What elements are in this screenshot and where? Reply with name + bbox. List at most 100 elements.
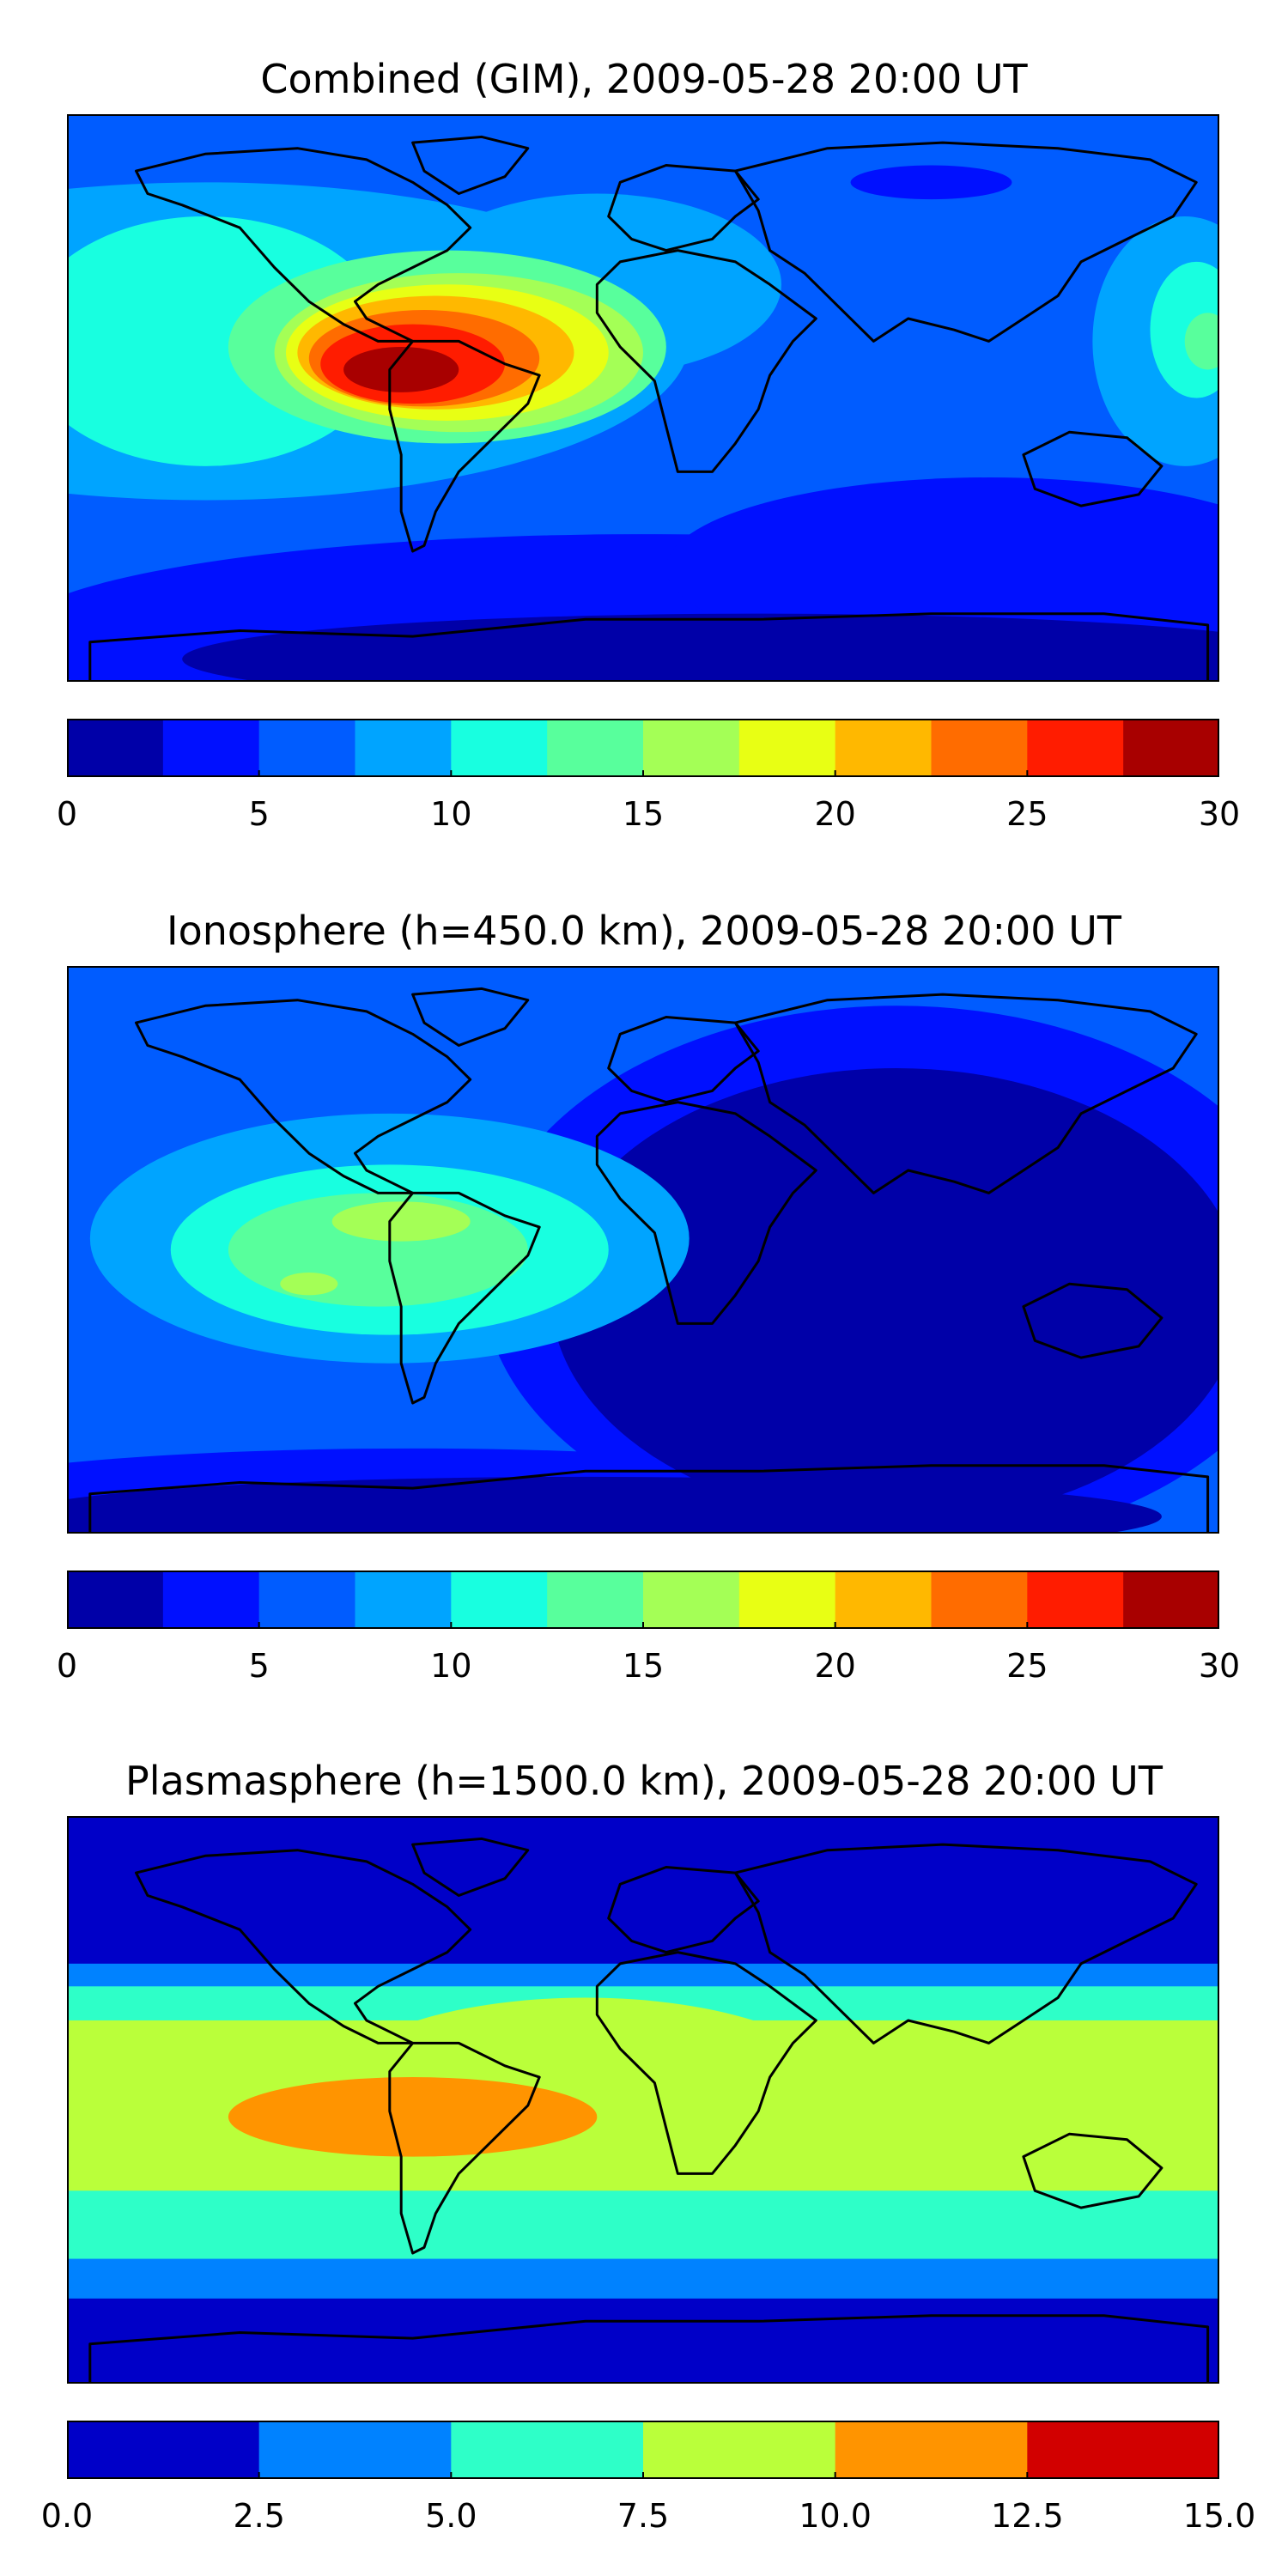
coastline	[1022, 2132, 1163, 2209]
colorbar-segment	[547, 1571, 644, 1629]
coastline	[733, 1843, 1198, 2044]
colorbar-combined	[67, 719, 1219, 777]
coastline	[411, 135, 530, 195]
colorbar-tick-label: 20	[814, 795, 856, 833]
map-plasmasphere	[67, 1816, 1219, 2384]
colorbar-tick-label: 10	[430, 795, 472, 833]
colorbar-tick-label: 25	[1006, 795, 1048, 833]
chart-title-combined: Combined (GIM), 2009-05-28 20:00 UT	[260, 56, 1028, 102]
contour-region	[1184, 313, 1219, 370]
contour-low-region	[67, 1476, 1162, 1534]
coastline	[595, 249, 817, 473]
colorbar-tick-label: 15.0	[1182, 2497, 1256, 2535]
colorbar-tick-label: 12.5	[991, 2497, 1064, 2535]
colorbar-svg-plasmasphere	[67, 2421, 1219, 2479]
coastline	[411, 987, 530, 1047]
coastline	[135, 1849, 472, 2044]
colorbar-segment	[355, 719, 452, 777]
colorbar-segment	[738, 1571, 836, 1629]
colorbar-tick-label: 15	[622, 1647, 665, 1685]
colorbar-tick-label: 20	[814, 1647, 856, 1685]
coastline	[607, 1016, 760, 1104]
colorbar-tick-label: 7.5	[617, 2497, 670, 2535]
coastline	[88, 612, 1210, 682]
coastline	[733, 993, 1198, 1194]
colorbar-segment	[643, 719, 740, 777]
colorbar-segment	[162, 1571, 260, 1629]
colorbar-segment	[67, 1571, 164, 1629]
colorbar-tick-label: 5	[248, 1647, 270, 1685]
colorbar-segment	[451, 719, 548, 777]
contour-low-region	[182, 613, 1219, 682]
coastline	[607, 1866, 760, 1954]
coastline	[88, 1464, 1210, 1534]
colorbar-segment	[643, 2421, 836, 2479]
colorbar-ticks-combined: 0 5 10 15 20 25 30	[57, 795, 1240, 833]
colorbar-tick-label: 5	[248, 795, 270, 833]
colorbar-segment	[258, 719, 355, 777]
map-svg-ionosphere	[67, 966, 1219, 1534]
colorbar-tick-label: 10.0	[799, 2497, 872, 2535]
coastline	[411, 1837, 530, 1897]
colorbar-tick-label: 30	[1198, 795, 1241, 833]
map-svg-plasmasphere	[67, 1816, 1219, 2384]
colorbar-segment	[1123, 719, 1219, 777]
contour-region	[331, 1201, 471, 1242]
colorbar-segment	[835, 719, 932, 777]
coastline	[607, 164, 760, 252]
colorbar-segment	[355, 1571, 452, 1629]
colorbar-segment	[67, 719, 164, 777]
coastline	[1022, 430, 1163, 507]
colorbar-segment	[1123, 1571, 1219, 1629]
colorbar-segment	[258, 1571, 355, 1629]
contour-low-region	[550, 1068, 1219, 1522]
coastline	[388, 1191, 541, 1405]
coastline	[135, 147, 472, 343]
colorbar-ticks-plasmasphere: 0.0 2.5 5.0 7.5 10.0 12.5 15.0	[41, 2497, 1256, 2535]
colorbar-ionosphere	[67, 1571, 1219, 1629]
colorbar-segment	[1027, 2421, 1219, 2479]
colorbar-tick-label: 0	[56, 1647, 78, 1685]
colorbar-segment	[835, 2421, 1028, 2479]
colorbar-tick-label: 2.5	[233, 2497, 285, 2535]
colorbar-segment	[451, 2421, 644, 2479]
colorbar-tick-label: 5.0	[425, 2497, 477, 2535]
colorbar-plasmasphere	[67, 2421, 1219, 2479]
coastline	[595, 1951, 817, 2175]
colorbar-tick-label: 30	[1198, 1647, 1241, 1685]
colorbar-svg-ionosphere	[67, 1571, 1219, 1629]
colorbar-tick-label: 15	[622, 795, 665, 833]
colorbar-svg-combined	[67, 719, 1219, 777]
map-combined	[67, 114, 1219, 682]
coastline	[388, 339, 541, 553]
contour-region	[343, 347, 459, 392]
coastline	[733, 141, 1198, 343]
contour-region	[280, 1272, 338, 1296]
colorbar-segment	[738, 719, 836, 777]
colorbar-segment	[162, 719, 260, 777]
coastline	[88, 2314, 1210, 2384]
colorbar-segment	[931, 719, 1028, 777]
coastline	[1022, 1282, 1163, 1359]
colorbar-segment	[1027, 719, 1124, 777]
map-ionosphere	[67, 966, 1219, 1534]
map-frame	[67, 114, 1219, 682]
colorbar-segment	[67, 2421, 260, 2479]
map-frame	[67, 966, 1219, 1534]
colorbar-tick-label: 0	[56, 795, 78, 833]
colorbar-segment	[451, 1571, 548, 1629]
colorbar-tick-label: 25	[1006, 1647, 1048, 1685]
map-svg-combined	[67, 114, 1219, 682]
chart-title-plasmasphere: Plasmasphere (h=1500.0 km), 2009-05-28 2…	[125, 1758, 1163, 1804]
colorbar-segment	[1027, 1571, 1124, 1629]
colorbar-segment	[547, 719, 644, 777]
colorbar-ticks-ionosphere: 0 5 10 15 20 25 30	[57, 1647, 1240, 1685]
map-frame	[67, 1816, 1219, 2384]
coastline	[135, 999, 472, 1194]
colorbar-segment	[258, 2421, 452, 2479]
colorbar-segment	[931, 1571, 1028, 1629]
contour-region	[228, 2077, 598, 2157]
chart-title-ionosphere: Ionosphere (h=450.0 km), 2009-05-28 20:0…	[167, 908, 1121, 954]
coastline	[595, 1101, 817, 1325]
colorbar-tick-label: 10	[430, 1647, 472, 1685]
